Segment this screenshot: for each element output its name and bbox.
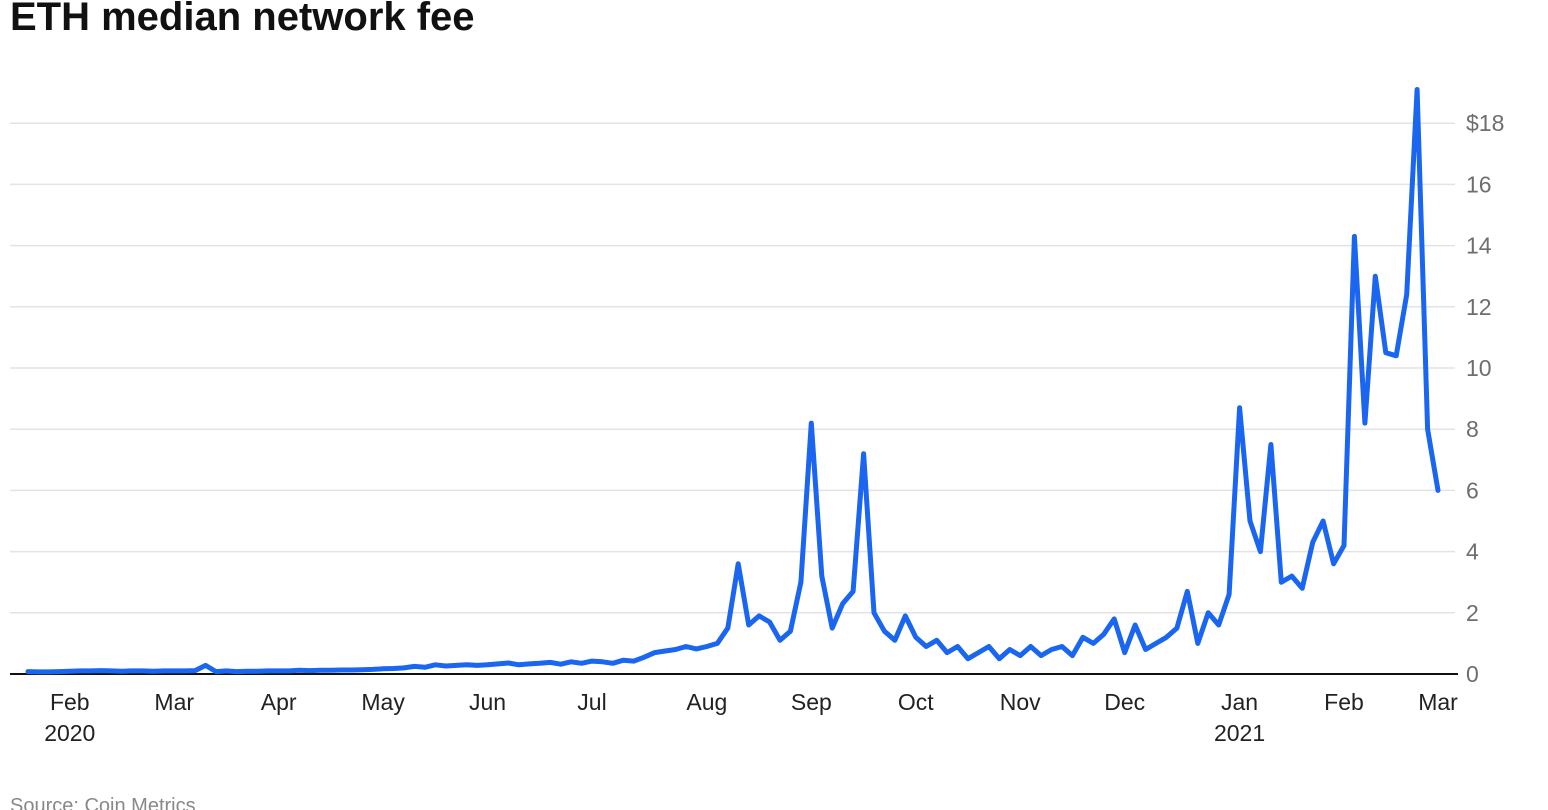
x-tick-label: Nov (1000, 689, 1041, 715)
y-tick-label: 6 (1466, 477, 1479, 503)
y-tick-label: 0 (1466, 661, 1479, 687)
x-tick-label: May (361, 689, 405, 715)
source: Source: Coin Metrics (10, 795, 196, 810)
y-tick-label: 16 (1466, 171, 1492, 197)
line (25, 87, 1441, 675)
x-tick-label: Mar (1418, 689, 1458, 715)
x-tick-label: Sep (791, 689, 832, 715)
y-tick-label: 8 (1466, 416, 1479, 442)
x-tick-label: Feb (50, 689, 90, 715)
y-tick-label: 12 (1466, 294, 1492, 320)
y-tick-label: 4 (1466, 539, 1479, 565)
x-tick-label: Feb (1324, 689, 1364, 715)
x-tick-label: Jun (469, 689, 506, 715)
y-tick-label: $18 (1466, 110, 1504, 136)
x-tick-label: Apr (261, 689, 297, 715)
x-tick-label: Aug (686, 689, 727, 715)
y-tick-label: 10 (1466, 355, 1492, 381)
y-tick-label: 14 (1466, 233, 1492, 259)
chart-title: ETH median network fee (10, 0, 475, 39)
x-tick-label: Oct (898, 689, 934, 715)
x-tick-label: Jul (577, 689, 606, 715)
x-tick-label: Jan (1221, 689, 1258, 715)
x-tick-label: Dec (1104, 689, 1145, 715)
y-tick-label: 2 (1466, 600, 1479, 626)
x-year-label: 2021 (1214, 720, 1265, 746)
x-year-label: 2020 (44, 720, 95, 746)
x-tick-label: Mar (154, 689, 194, 715)
